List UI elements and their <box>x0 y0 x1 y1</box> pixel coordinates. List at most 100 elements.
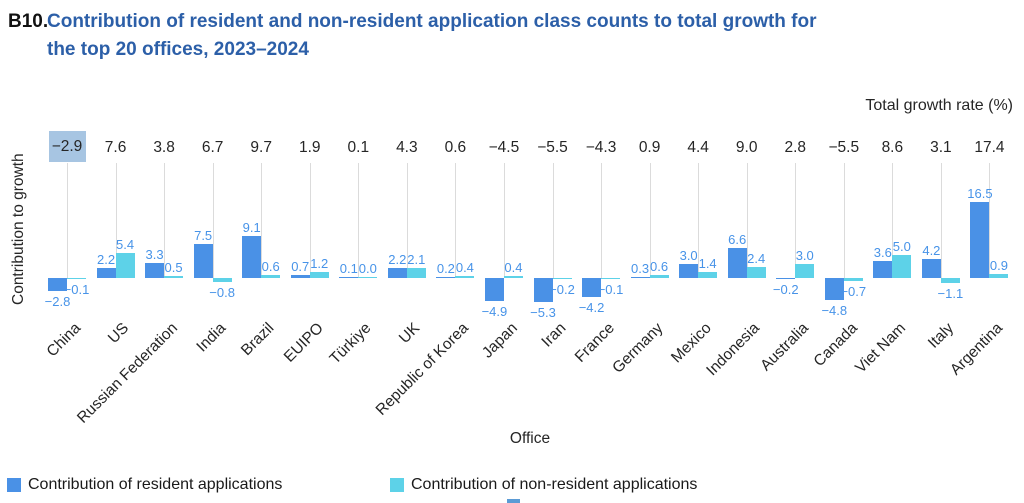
resident-bar <box>96 267 116 278</box>
resident-bar <box>242 236 262 278</box>
nonresident-value-label: 1.4 <box>698 255 717 271</box>
nonresident-bar <box>455 276 475 278</box>
resident-bar <box>484 278 504 301</box>
legend-item-nonresident: Contribution of non-resident application… <box>390 476 697 494</box>
nonresident-value-label: 3.0 <box>795 248 814 264</box>
resident-bar <box>921 258 941 278</box>
figure-number: B10. <box>8 11 49 32</box>
nonresident-value-label: 1.2 <box>310 256 329 272</box>
x-tick-label: Viet Nam <box>852 319 910 377</box>
resident-value-label: −4.8 <box>821 303 848 319</box>
gridline <box>67 163 68 278</box>
nonresident-bar <box>115 253 135 278</box>
x-tick-label: US <box>104 319 133 347</box>
resident-value-label: 0.7 <box>291 258 310 274</box>
resident-bar <box>533 278 553 303</box>
nonresident-bar <box>989 273 1009 278</box>
total-growth-value: 3.8 <box>153 139 175 156</box>
nonresident-bar <box>892 255 912 278</box>
total-growth-value: 0.6 <box>444 139 467 156</box>
nonresident-bar <box>309 272 329 278</box>
resident-bar <box>436 277 456 278</box>
gridline <box>406 163 408 278</box>
total-growth-value: 1.9 <box>298 139 321 156</box>
x-tick-label: Türkiye <box>327 319 375 368</box>
figure-title-line1: Contribution of resident and non-residen… <box>47 11 817 32</box>
x-tick-label: Republic of Korea <box>372 319 473 419</box>
gridline <box>261 163 263 278</box>
nonresident-bar <box>503 276 523 278</box>
resident-value-label: −4.2 <box>578 300 605 316</box>
nonresident-value-label: 0.6 <box>650 259 669 275</box>
nonresident-value-label: −0.1 <box>63 282 90 297</box>
clipped-element-artifact <box>507 499 520 503</box>
x-tick-label: Australia <box>757 319 812 375</box>
resident-bar <box>582 278 602 298</box>
gridline <box>115 163 117 278</box>
legend: Contribution of resident applications Co… <box>0 474 1024 496</box>
figure-header: B10. Contribution of resident and non-re… <box>8 8 997 64</box>
nonresident-bar <box>940 278 960 284</box>
x-tick-label: Indonesia <box>703 319 764 380</box>
resident-swatch-icon <box>7 478 21 492</box>
resident-value-label: −5.3 <box>530 305 556 321</box>
gridline <box>989 163 991 278</box>
total-growth-value: 6.7 <box>201 139 224 156</box>
nonresident-value-label: −0.1 <box>597 282 624 297</box>
x-tick-label: Brazil <box>238 319 278 360</box>
resident-value-label: 3.0 <box>679 248 698 264</box>
resident-value-label: 7.5 <box>194 227 213 243</box>
resident-bar <box>387 267 407 278</box>
nonresident-value-label: 0.5 <box>164 259 183 275</box>
gridline <box>892 163 894 278</box>
nonresident-value-label: 0.4 <box>504 260 523 276</box>
legend-label-resident: Contribution of resident applications <box>28 476 283 493</box>
resident-value-label: 4.2 <box>922 242 941 258</box>
nonresident-bar <box>649 275 669 278</box>
resident-value-label: 2.2 <box>388 251 407 267</box>
resident-value-label: 3.3 <box>145 246 164 262</box>
nonresident-value-label: 2.4 <box>747 250 766 266</box>
total-growth-value: 0.1 <box>347 139 370 156</box>
resident-bar <box>679 264 699 278</box>
resident-value-label: 0.2 <box>436 261 455 276</box>
total-growth-value: −5.5 <box>537 139 568 156</box>
total-growth-value: 3.1 <box>930 139 952 156</box>
total-growth-value: 9.0 <box>735 139 758 156</box>
resident-bar <box>824 278 844 301</box>
gridline <box>601 163 603 278</box>
x-axis-title: Office <box>509 430 551 447</box>
nonresident-bar <box>601 278 621 279</box>
resident-value-label: −2.8 <box>44 293 71 309</box>
gridline <box>358 163 360 278</box>
gridline <box>940 163 942 278</box>
total-growth-value: 7.6 <box>104 139 127 156</box>
x-tick-label: Germany <box>609 319 667 377</box>
x-tick-label: Iran <box>538 319 570 351</box>
x-tick-label: India <box>193 319 230 356</box>
nonresident-value-label: 0.4 <box>455 260 474 276</box>
resident-bar <box>873 261 893 278</box>
nonresident-bar <box>552 278 572 279</box>
gridline <box>503 163 505 278</box>
total-growth-value: −4.5 <box>488 139 520 156</box>
gridline <box>698 163 700 278</box>
nonresident-value-label: 0.6 <box>261 259 280 275</box>
total-growth-value: 17.4 <box>974 139 1005 156</box>
nonresident-bar <box>746 266 766 278</box>
gridline <box>649 163 651 278</box>
nonresident-bar <box>358 277 378 278</box>
resident-value-label: 2.2 <box>97 251 116 267</box>
nonresident-bar <box>843 278 863 282</box>
resident-bar <box>630 276 650 278</box>
resident-value-label: 0.1 <box>339 261 358 276</box>
nonresident-value-label: 0.0 <box>358 261 377 276</box>
resident-value-label: 9.1 <box>242 220 261 236</box>
nonresident-value-label: 2.1 <box>407 252 426 268</box>
resident-bar <box>727 247 747 278</box>
x-tick-label: UK <box>396 319 424 347</box>
resident-bar <box>48 278 67 291</box>
x-tick-label: France <box>571 319 618 366</box>
